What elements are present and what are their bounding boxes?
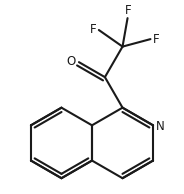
Text: N: N: [156, 120, 165, 133]
Text: O: O: [67, 55, 76, 68]
Text: F: F: [90, 23, 97, 36]
Text: F: F: [153, 33, 160, 46]
Text: F: F: [125, 4, 132, 17]
